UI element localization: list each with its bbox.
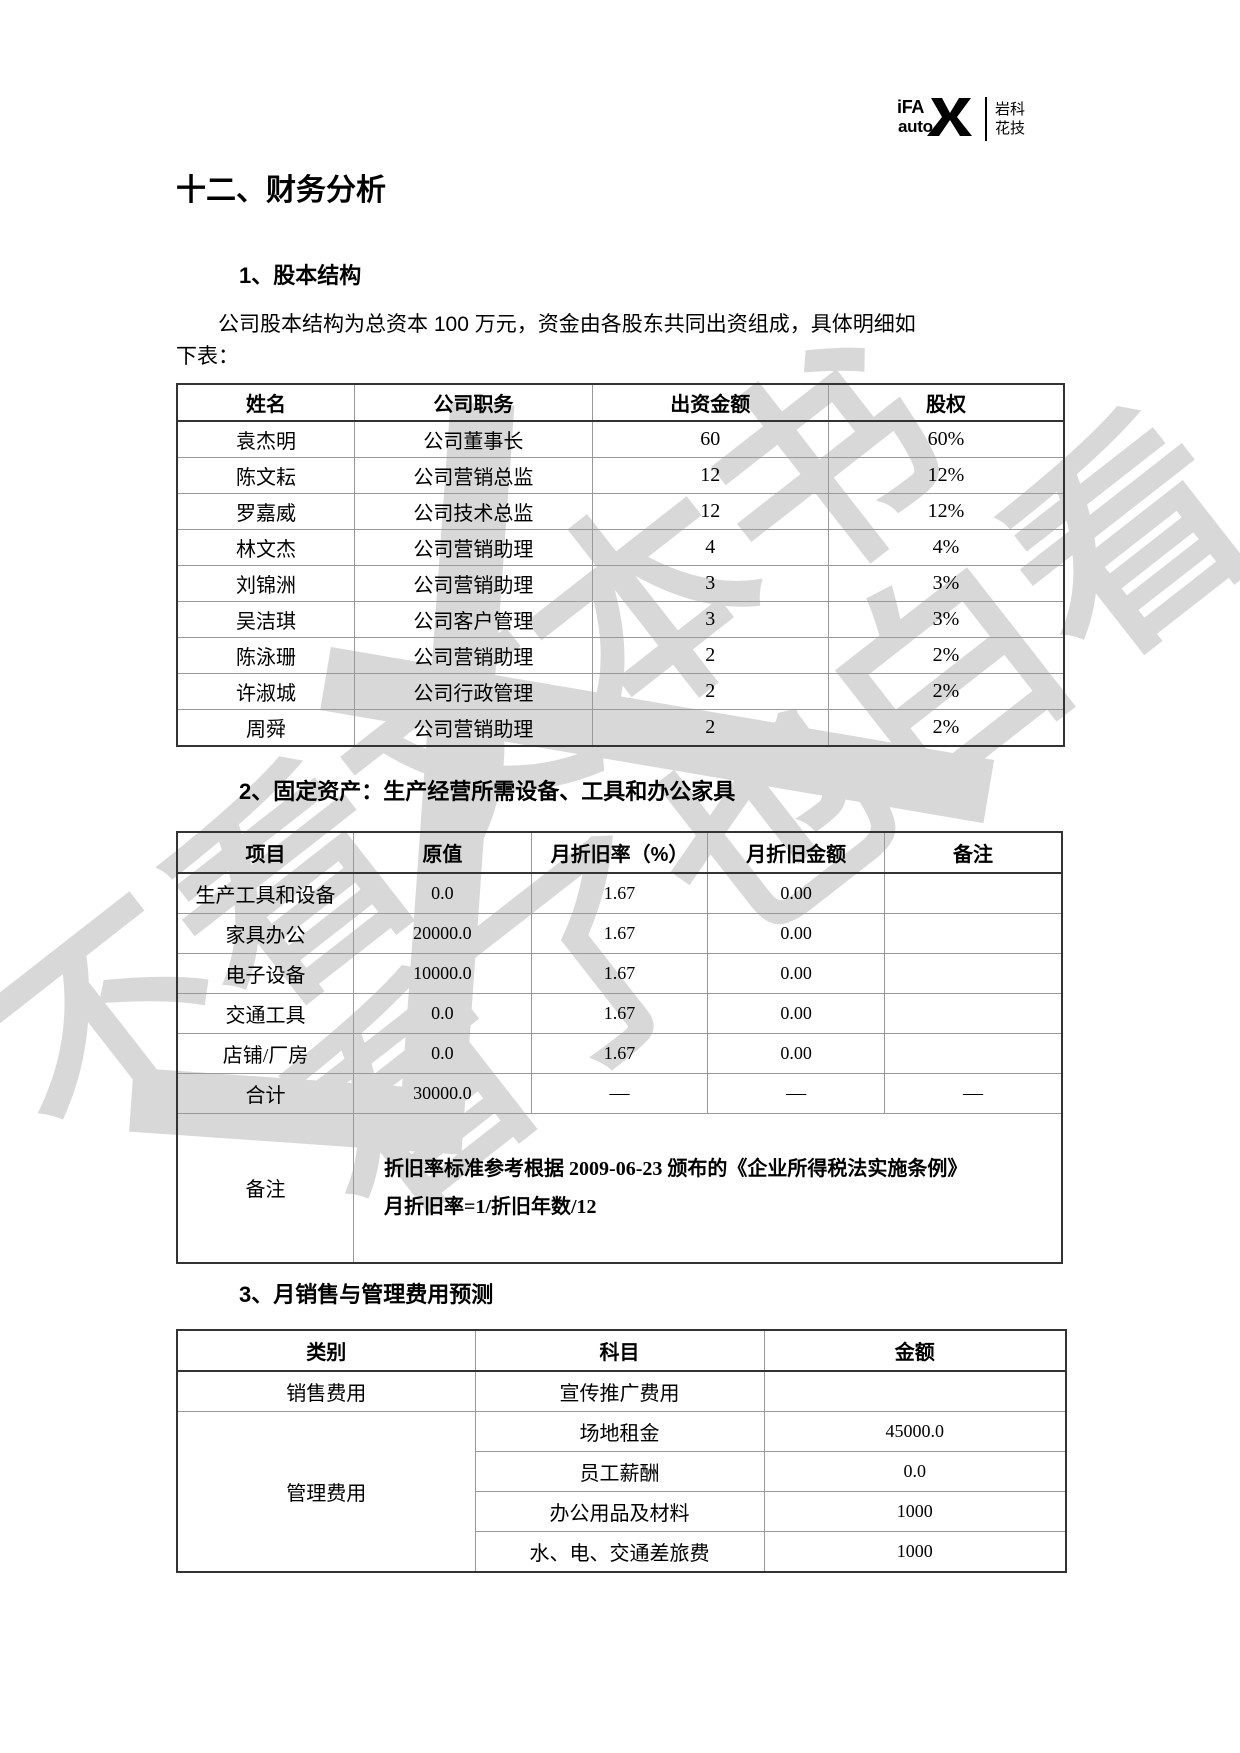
svg-text:iFA: iFA bbox=[897, 97, 924, 117]
svg-text:auto: auto bbox=[898, 117, 933, 136]
